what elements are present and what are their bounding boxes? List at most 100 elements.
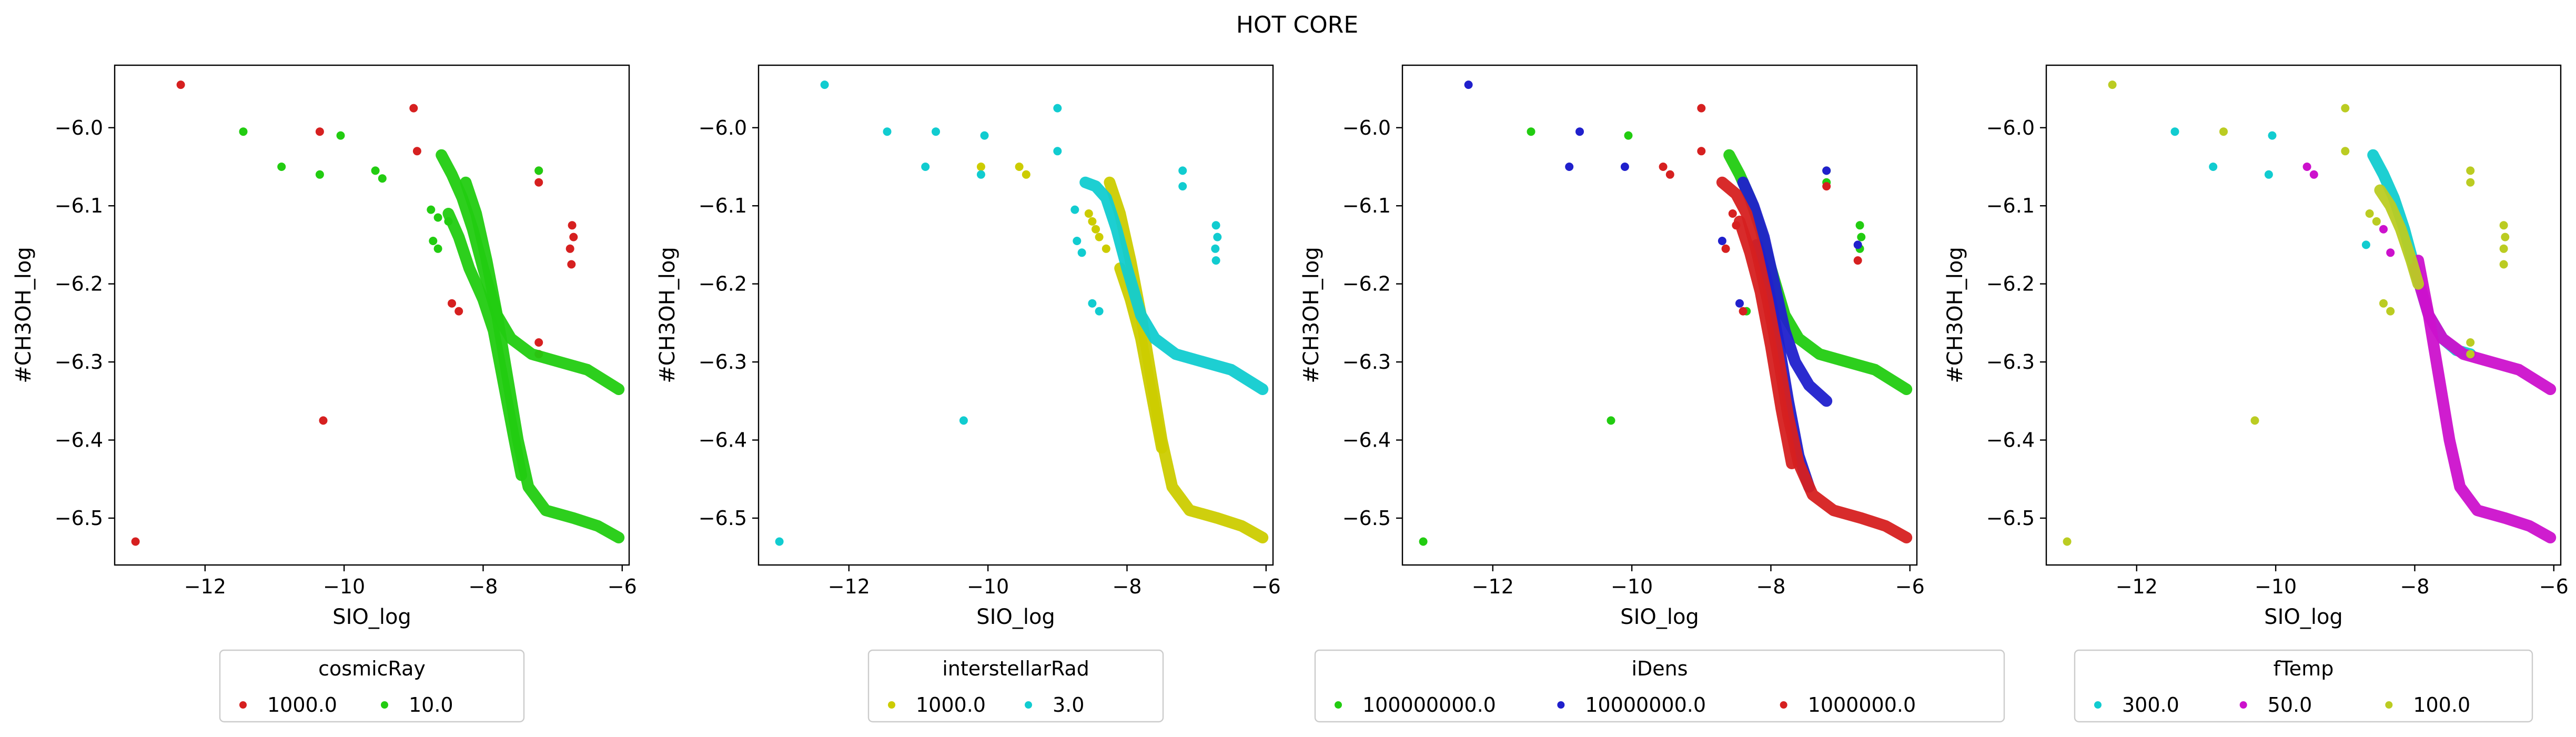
series-1 [976, 163, 1269, 543]
data-point [2219, 127, 2228, 136]
data-point [2209, 163, 2218, 171]
data-point [433, 244, 442, 253]
legend-title: interstellarRad [942, 657, 1089, 680]
y-tick-label: −6.5 [1986, 507, 2035, 530]
data-point [1527, 127, 1536, 136]
data-point [315, 127, 324, 136]
legend-title: cosmicRay [318, 657, 426, 680]
y-tick-label: −6.0 [1986, 116, 2035, 139]
data-point [433, 213, 442, 222]
data-point [1211, 244, 1220, 253]
legend: cosmicRay 1000.0 10.0 [219, 649, 525, 723]
data-point [1464, 80, 1473, 89]
axes-frame [757, 64, 1274, 566]
data-point [2386, 248, 2395, 257]
data-point [2361, 240, 2370, 249]
series-band-1 [1079, 176, 1269, 395]
data-point [1053, 147, 1062, 156]
y-tick-label: −6.2 [1986, 272, 2035, 296]
x-axis-label: SIO_log [2264, 605, 2343, 629]
data-point [1822, 182, 1831, 191]
data-point [448, 299, 456, 308]
data-point [1697, 104, 1706, 113]
y-tick-label: −6.3 [1342, 350, 1391, 373]
data-point [2170, 127, 2179, 136]
data-point [1088, 217, 1097, 226]
data-point [1095, 233, 1104, 241]
data-point [409, 104, 418, 113]
y-tick-label: −6.3 [1986, 350, 2035, 373]
data-point [371, 166, 380, 175]
legend-label: 10.0 [409, 693, 453, 716]
legend-label: 3.0 [1053, 693, 1084, 716]
series-3 [2063, 80, 2510, 546]
scatter-panel-4: −12 −10 −8 −6 −6.5 −6.4 −6.3 −6.2 −6.1 −6.0 SIO_lo… [1943, 64, 2569, 723]
scatter-panel-1: −12 −10 −8 −6 −6.5 −6.4 −6.3 −6.2 −6.1 −6.0 SIO_lo… [12, 64, 637, 723]
data-point [976, 163, 985, 171]
data-point [1853, 240, 1862, 249]
legend-marker [381, 701, 388, 709]
y-tick-label: −6.4 [1342, 429, 1391, 452]
legend-box [1314, 649, 2005, 723]
figure-title: HOT CORE [1236, 12, 1358, 38]
data-point [444, 217, 453, 226]
data-point [239, 127, 248, 136]
data-point [932, 127, 940, 136]
data-point [569, 233, 578, 241]
legend-title: iDens [1631, 657, 1688, 680]
data-point [1022, 170, 1031, 179]
data-point [1732, 221, 1741, 230]
data-point [1620, 163, 1629, 171]
legend-label: 100.0 [2413, 693, 2470, 716]
y-tick-label: −6.1 [699, 194, 747, 217]
x-axis-label: SIO_log [1620, 605, 1699, 629]
data-point [1728, 209, 1737, 218]
legend-label: 1000.0 [267, 693, 337, 716]
x-tick-label: −12 [184, 575, 226, 598]
y-tick-label: −6.3 [55, 350, 103, 373]
legend-marker [1335, 701, 1342, 709]
data-point [2379, 299, 2388, 308]
data-point [2264, 170, 2273, 179]
y-tick-label: −6.2 [55, 272, 103, 296]
x-tick-label: −6 [1895, 575, 1925, 598]
data-point [2499, 244, 2508, 253]
series-1 [131, 80, 578, 546]
data-point [534, 338, 543, 347]
data-point [1070, 205, 1079, 214]
data-point [2365, 209, 2374, 218]
data-point [1624, 131, 1633, 140]
x-tick-label: −12 [1472, 575, 1514, 598]
data-point [2466, 178, 2475, 187]
data-point [565, 244, 574, 253]
legend: iDens 100000000.0 10000000.0 1000000.0 [1314, 649, 2005, 723]
x-tick-label: −8 [1112, 575, 1141, 598]
data-point [534, 166, 543, 175]
x-tick-label: −6 [2539, 575, 2569, 598]
data-point [1084, 209, 1093, 218]
data-point [1053, 104, 1062, 113]
y-tick-label: −6.0 [55, 116, 103, 139]
data-point [2268, 131, 2277, 140]
data-point [1088, 299, 1097, 308]
legend-marker [888, 701, 895, 709]
data-point [378, 174, 387, 183]
legend-label: 10000000.0 [1585, 693, 1706, 716]
series-1 [1419, 127, 1913, 546]
x-tick-label: −8 [2400, 575, 2429, 598]
data-point [567, 260, 576, 269]
data-point [568, 221, 577, 230]
scatter-panel-2: −12 −10 −8 −6 −6.5 −6.4 −6.3 −6.2 −6.1 −6.0 SIO_lo… [655, 64, 1281, 723]
data-point [1718, 237, 1726, 245]
legend-marker [1557, 701, 1565, 709]
data-point [315, 170, 324, 179]
data-point [1073, 237, 1082, 245]
legend-box [2074, 649, 2533, 723]
legend-marker [1780, 701, 1787, 709]
data-point [2466, 338, 2475, 347]
series-band-3 [442, 208, 528, 481]
legend-box [867, 649, 1164, 723]
data-point [1211, 256, 1220, 265]
y-axis-label: #CH3OH_log [12, 247, 36, 383]
series-2 [1464, 80, 1862, 493]
